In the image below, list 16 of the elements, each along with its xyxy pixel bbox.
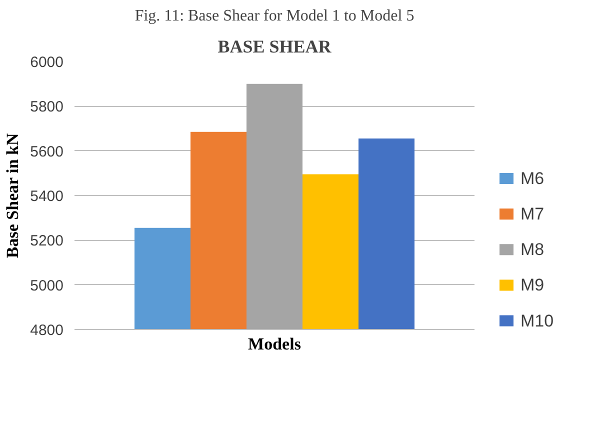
- x-axis-title: Models: [248, 334, 302, 354]
- legend-label: M9: [520, 276, 544, 295]
- legend-label: M10: [520, 311, 554, 330]
- y-tick-label: 5000: [30, 277, 64, 294]
- caption: Fig. 11: Base Shear for Model 1 to Model 5: [134, 8, 414, 24]
- legend-label: M7: [520, 204, 544, 224]
- chart-title: BASE SHEAR: [218, 36, 332, 56]
- y-tick-label: 4800: [30, 322, 64, 339]
- y-tick-label: 5800: [30, 98, 64, 116]
- y-tick-label: 5200: [30, 232, 64, 250]
- y-axis-title: Base Shear in kN: [3, 132, 22, 258]
- y-tick-label: 6000: [30, 54, 64, 71]
- legend-label: M8: [520, 240, 544, 260]
- legend-label: M6: [520, 168, 544, 188]
- y-tick-label: 5600: [30, 143, 64, 160]
- y-tick-label: 5400: [30, 188, 64, 205]
